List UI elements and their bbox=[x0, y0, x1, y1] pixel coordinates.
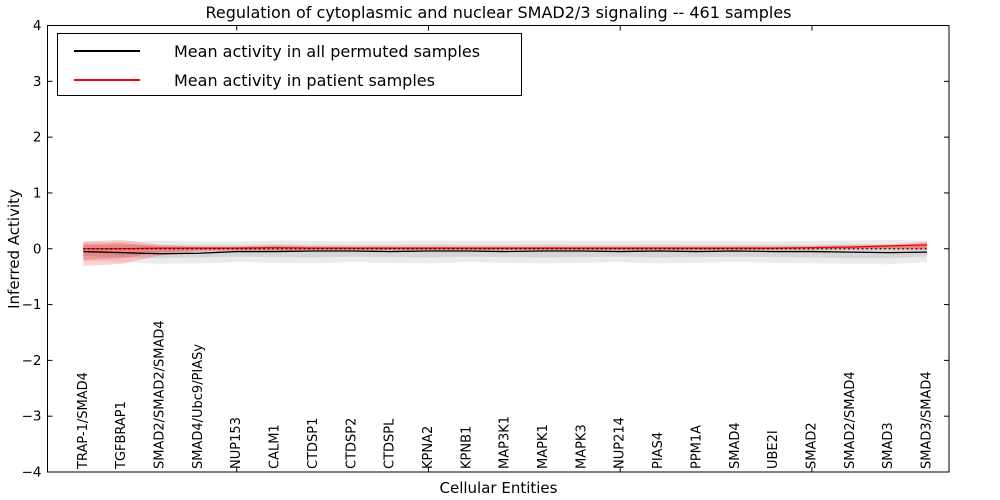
x-category-label: MAPK1 bbox=[536, 424, 551, 469]
x-category-label: NUP214 bbox=[613, 417, 628, 469]
y-tick-label: −2 bbox=[22, 353, 42, 369]
legend-line-sample-red bbox=[74, 79, 140, 81]
x-category-label: NUP153 bbox=[229, 417, 244, 469]
x-category-label: CTDSP1 bbox=[306, 418, 321, 469]
x-category-label: SMAD4/Ubc9/PIASy bbox=[191, 344, 206, 469]
x-category-label: KPNB1 bbox=[459, 426, 474, 469]
x-category-label: SMAD2 bbox=[804, 422, 819, 469]
x-category-label: MAP3K1 bbox=[498, 416, 513, 469]
permuted-mean-line bbox=[83, 250, 928, 255]
y-axis-label: Inferred Activity bbox=[5, 189, 23, 309]
patient-band-outer bbox=[83, 239, 928, 267]
legend-label: Mean activity in all permuted samples bbox=[174, 41, 481, 61]
y-tick-label: 4 bbox=[33, 18, 42, 34]
x-category-label: SMAD2/SMAD4 bbox=[843, 371, 858, 469]
x-category-label: SMAD4 bbox=[728, 422, 743, 469]
chart-title: Regulation of cytoplasmic and nuclear SM… bbox=[205, 3, 792, 22]
x-category-label: PIAS4 bbox=[651, 432, 666, 469]
legend-label: Mean activity in patient samples bbox=[174, 70, 435, 90]
y-tick-label: 2 bbox=[33, 130, 42, 146]
x-category-label: MAPK3 bbox=[574, 424, 589, 469]
x-category-label: TGFBRAP1 bbox=[114, 401, 129, 470]
x-category-label: PPM1A bbox=[689, 425, 704, 469]
y-tick-label: −3 bbox=[22, 409, 42, 425]
x-category-label: SMAD3/SMAD4 bbox=[920, 371, 935, 469]
x-category-label: CTDSP2 bbox=[344, 418, 359, 469]
y-tick-label: −1 bbox=[22, 297, 42, 313]
y-tick-label: 3 bbox=[33, 74, 42, 90]
y-tick-label: 0 bbox=[33, 241, 42, 257]
y-tick-label: 1 bbox=[33, 185, 42, 201]
x-category-label: UBE2I bbox=[766, 430, 781, 469]
y-tick-label: −4 bbox=[22, 465, 42, 481]
x-category-label: TRAP-1/SMAD4 bbox=[76, 372, 91, 470]
x-category-label: SMAD3 bbox=[881, 422, 896, 469]
x-category-label: KPNA2 bbox=[421, 426, 436, 469]
x-axis-label: Cellular Entities bbox=[439, 479, 558, 497]
x-category-label: SMAD2/SMAD2/SMAD4 bbox=[153, 320, 168, 469]
x-category-label: CALM1 bbox=[268, 424, 283, 469]
legend-entry-permuted: Mean activity in all permuted samples bbox=[58, 36, 521, 66]
x-category-label: CTDSPL bbox=[383, 418, 398, 469]
legend-line-sample-black bbox=[74, 50, 140, 52]
legend-entry-patient: Mean activity in patient samples bbox=[58, 65, 521, 95]
legend-box: Mean activity in all permuted samples Me… bbox=[57, 33, 522, 96]
